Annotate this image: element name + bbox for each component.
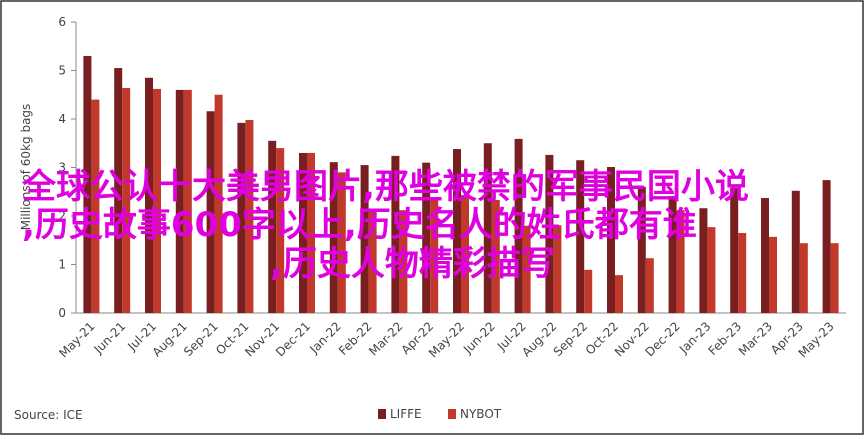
y-tick-label: 2 xyxy=(58,209,66,223)
bar xyxy=(645,258,654,313)
bar xyxy=(122,87,131,314)
bar xyxy=(483,143,492,313)
bar xyxy=(676,210,685,313)
bar xyxy=(707,227,716,313)
y-tick-label: 4 xyxy=(58,112,66,126)
bar xyxy=(430,199,439,313)
bar xyxy=(183,89,192,314)
bar xyxy=(422,162,431,313)
bar xyxy=(699,208,708,313)
bar xyxy=(399,210,408,313)
bar xyxy=(830,243,839,313)
bar xyxy=(214,94,223,313)
bar xyxy=(175,89,184,314)
bar xyxy=(637,186,646,313)
bar xyxy=(337,172,346,313)
bar xyxy=(153,88,162,314)
bar xyxy=(360,165,369,313)
bar xyxy=(391,155,400,313)
bar xyxy=(268,140,277,313)
bar xyxy=(237,122,246,313)
legend-label: LIFFE xyxy=(390,407,422,421)
y-tick-label: 5 xyxy=(58,64,66,78)
bar xyxy=(298,152,307,313)
bar xyxy=(522,225,531,313)
bar xyxy=(307,152,316,313)
bar xyxy=(615,275,624,313)
y-tick-label: 3 xyxy=(58,161,66,175)
bar xyxy=(491,199,500,313)
bar xyxy=(206,111,215,314)
y-axis-label: Millions of 60kg bags xyxy=(19,104,33,231)
bar xyxy=(668,196,677,313)
bar xyxy=(730,187,739,313)
bar xyxy=(514,138,523,313)
bar xyxy=(452,149,461,313)
bar xyxy=(576,160,585,313)
bar xyxy=(584,269,593,313)
bar xyxy=(791,190,800,313)
overlay-text: ,历史故事600字以上,历史名人的姓氏都有谁 xyxy=(22,205,697,245)
bar xyxy=(245,119,254,313)
y-tick-label: 1 xyxy=(58,258,66,272)
legend-label: NYBOT xyxy=(460,407,502,421)
bar xyxy=(769,236,778,313)
overlay-text: ,历史人物精彩描写 xyxy=(270,244,555,284)
bar xyxy=(83,55,92,313)
bar xyxy=(822,180,831,313)
bar xyxy=(461,195,470,313)
bar xyxy=(91,99,100,313)
bar xyxy=(553,225,562,313)
legend-swatch xyxy=(378,409,386,419)
y-tick-label: 0 xyxy=(58,306,66,320)
bar xyxy=(760,198,769,313)
y-tick-label: 6 xyxy=(58,15,66,29)
bar xyxy=(545,154,554,313)
bar xyxy=(144,77,153,314)
bar xyxy=(114,68,123,313)
source: Source: ICE xyxy=(14,408,83,422)
bar xyxy=(738,232,747,313)
bar xyxy=(606,167,615,313)
bar xyxy=(276,148,285,313)
overlay-text: 全球公认十大美男图片,那些被禁的军事民国小说 xyxy=(21,167,749,207)
bar xyxy=(329,162,338,313)
bar xyxy=(799,243,808,313)
legend-swatch xyxy=(448,409,456,419)
bar xyxy=(368,209,377,313)
